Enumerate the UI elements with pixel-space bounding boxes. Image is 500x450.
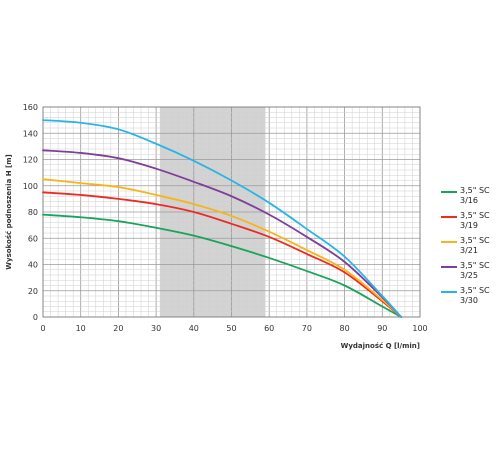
legend-label: 3,5" SC 3/25 — [460, 261, 490, 280]
y-tick-label: 80 — [28, 208, 38, 217]
y-tick-label: 60 — [28, 234, 38, 243]
tick-labels: 0 10 20 30 40 50 60 70 80 90 100 0 20 40 60 80 100 120 140… — [23, 103, 428, 333]
legend-label: 3,5" SC 3/16 — [460, 186, 490, 205]
legend-swatch — [441, 266, 457, 268]
y-axis-title: Wysokość podnoszenia H [m] — [5, 154, 13, 269]
legend-swatch — [441, 241, 457, 243]
y-tick-label: 100 — [23, 182, 38, 191]
legend-label: 3,5" SC 3/30 — [460, 286, 490, 305]
x-tick-label: 100 — [412, 324, 427, 333]
y-tick-label: 40 — [28, 261, 38, 270]
y-tick-label: 160 — [23, 103, 38, 112]
legend-item: 3,5" SC 3/19 — [441, 211, 499, 231]
x-tick-label: 40 — [189, 324, 199, 333]
y-tick-label: 0 — [33, 313, 38, 322]
x-tick-label: 0 — [40, 324, 45, 333]
legend-item: 3,5" SC 3/16 — [441, 186, 499, 206]
legend-item: 3,5" SC 3/25 — [441, 261, 499, 281]
legend-swatch — [441, 216, 457, 218]
x-tick-label: 50 — [226, 324, 236, 333]
series-lines — [42, 119, 403, 318]
x-tick-label: 60 — [264, 324, 274, 333]
legend-swatch — [441, 191, 457, 193]
series-line-0 — [42, 213, 403, 318]
x-tick-label: 80 — [340, 324, 350, 333]
y-tick-label: 140 — [23, 129, 38, 138]
x-tick-label: 70 — [302, 324, 312, 333]
x-tick-label: 30 — [151, 324, 161, 333]
legend-label: 3,5" SC 3/19 — [460, 211, 490, 230]
legend-swatch — [441, 291, 457, 293]
x-tick-label: 20 — [113, 324, 123, 333]
chart-grid — [42, 106, 421, 318]
legend-item: 3,5" SC 3/30 — [441, 286, 499, 306]
y-tick-label: 120 — [23, 156, 38, 165]
y-tick-label: 20 — [28, 287, 38, 296]
series-line-2 — [42, 178, 403, 318]
x-axis-title: Wydajność Q [l/min] — [341, 342, 420, 350]
legend-item: 3,5" SC 3/21 — [441, 236, 499, 256]
x-tick-label: 10 — [76, 324, 86, 333]
plot-frame — [42, 106, 421, 318]
legend: 3,5" SC 3/16 3,5" SC 3/19 3,5" SC 3/21 3,5"… — [441, 186, 499, 311]
legend-label: 3,5" SC 3/21 — [460, 236, 490, 255]
x-tick-label: 90 — [377, 324, 387, 333]
series-line-4 — [42, 119, 403, 318]
series-line-3 — [42, 149, 403, 318]
series-line-1 — [42, 191, 403, 318]
